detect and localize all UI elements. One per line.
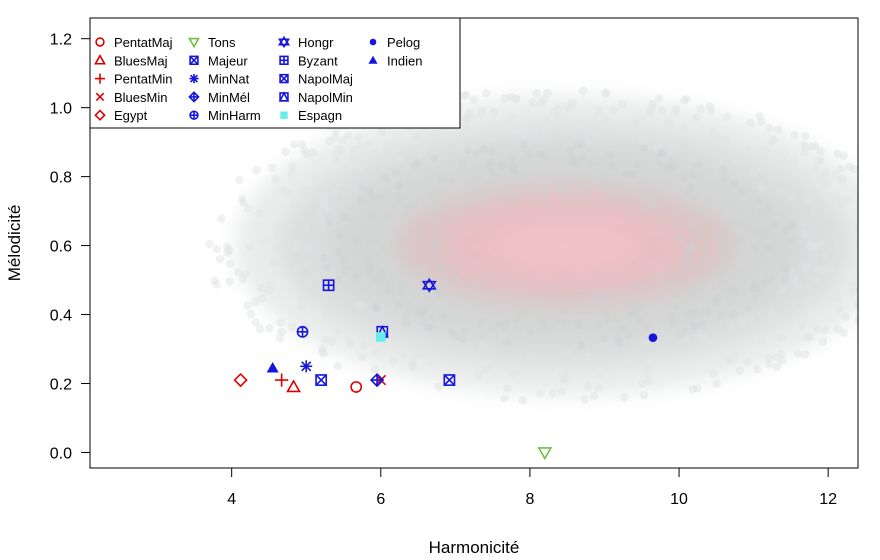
legend-label: Majeur [208, 53, 248, 68]
legend-label: PentatMaj [114, 35, 173, 50]
legend-label: Hongr [298, 35, 334, 50]
legend-item-bluesmaj: BluesMaj [94, 53, 168, 68]
point-minmél [369, 372, 385, 388]
legend-label: Pelog [387, 35, 420, 50]
legend-item-tons: Tons [188, 35, 236, 50]
legend-label: MinMél [208, 90, 250, 105]
y-tick-label: 1.2 [50, 32, 72, 49]
legend-item-bluesmin: BluesMin [95, 90, 167, 105]
point-egypt [233, 372, 248, 388]
legend-box [89, 17, 461, 129]
legend-label: Byzant [298, 53, 338, 68]
legend-item-minharm: MinHarm [189, 108, 261, 123]
legend-item-hongr: Hongr [277, 35, 334, 50]
point-hongr [421, 277, 437, 293]
point-majeur [315, 374, 328, 386]
cloud-layer-5 [494, 223, 635, 268]
y-tick-label: 0.8 [50, 170, 72, 187]
x-tick-label: 12 [819, 491, 837, 508]
y-tick-label: 0.4 [50, 308, 72, 325]
point-pentatmaj [350, 381, 363, 393]
y-tick-label: 0.2 [50, 377, 72, 394]
point-minharm [296, 325, 309, 338]
x-tick-label: 6 [376, 491, 385, 508]
legend-item-indien: Indien [368, 53, 422, 68]
legend-label: NapolMin [298, 90, 353, 105]
background-point-cloud [205, 86, 858, 405]
legend-item-pelog: Pelog [369, 35, 420, 50]
point-tons [537, 447, 553, 461]
point-espagn [375, 332, 386, 342]
legend-item-espagn: Espagn [280, 108, 342, 123]
legend-label: Tons [208, 35, 236, 50]
point-byzant [322, 279, 335, 292]
legend-label: MinHarm [208, 108, 261, 123]
data-points [233, 277, 658, 461]
legend-item-napolmaj: NapolMaj [279, 72, 353, 87]
point-napolmaj [443, 374, 456, 386]
legend-label: Indien [387, 53, 422, 68]
point-minnat [300, 360, 313, 373]
x-tick-label: 4 [227, 491, 236, 508]
legend-label: Espagn [298, 108, 342, 123]
legend-item-pentatmin: PentatMin [94, 72, 173, 87]
legend-item-byzant: Byzant [279, 53, 338, 68]
y-tick-label: 1.0 [50, 101, 72, 118]
y-tick-label: 0.0 [50, 445, 72, 462]
x-tick-label: 8 [525, 491, 534, 508]
legend-label: NapolMaj [298, 72, 353, 87]
x-tick-label: 10 [670, 491, 688, 508]
y-axis-title: Mélodicité [5, 205, 24, 282]
legend-item-egypt: Egypt [94, 108, 148, 123]
y-axis: 0.0 0.2 0.4 0.6 0.8 1.0 1.2 [50, 32, 91, 462]
legend-item-majeur: Majeur [189, 53, 248, 68]
x-axis-title: Harmonicité [429, 538, 520, 557]
legend-label: Egypt [114, 108, 148, 123]
legend-item-pentatmaj: PentatMaj [95, 35, 173, 50]
legend-label: BluesMaj [114, 53, 168, 68]
point-pentatmin [275, 373, 289, 387]
y-tick-label: 0.6 [50, 239, 72, 256]
cloud-dots [205, 86, 858, 405]
legend-label: PentatMin [114, 72, 173, 87]
point-pelog [648, 333, 658, 342]
legend-label: BluesMin [114, 90, 167, 105]
legend-label: MinNat [208, 72, 250, 87]
legend-item-napolmin: NapolMin [278, 90, 353, 105]
legend-item-minmél: MinMél [188, 90, 250, 105]
point-bluesmaj [286, 379, 301, 393]
legend: PentatMaj BluesMaj PentatMin BluesMin Egypt T… [89, 17, 461, 129]
legend-item-minnat: MinNat [189, 72, 250, 87]
point-indien [266, 362, 279, 373]
x-axis: 4 6 8 10 12 [227, 467, 837, 508]
